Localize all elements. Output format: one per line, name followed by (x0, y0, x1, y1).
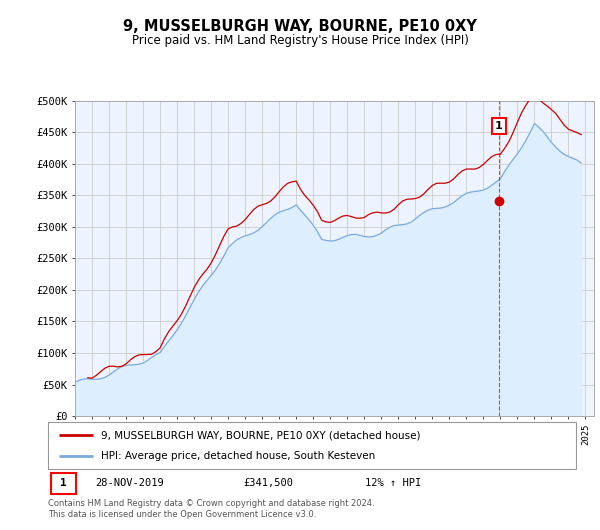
Text: 12% ↑ HPI: 12% ↑ HPI (365, 479, 421, 488)
Bar (50, 473, 76, 494)
Text: HPI: Average price, detached house, South Kesteven: HPI: Average price, detached house, Sout… (101, 452, 375, 462)
Text: Contains HM Land Registry data © Crown copyright and database right 2024.
This d: Contains HM Land Registry data © Crown c… (48, 499, 374, 519)
Text: 9, MUSSELBURGH WAY, BOURNE, PE10 0XY (detached house): 9, MUSSELBURGH WAY, BOURNE, PE10 0XY (de… (101, 430, 420, 440)
Text: 1: 1 (60, 479, 67, 488)
Text: Price paid vs. HM Land Registry's House Price Index (HPI): Price paid vs. HM Land Registry's House … (131, 34, 469, 48)
Text: 28-NOV-2019: 28-NOV-2019 (95, 479, 164, 488)
Text: 9, MUSSELBURGH WAY, BOURNE, PE10 0XY: 9, MUSSELBURGH WAY, BOURNE, PE10 0XY (123, 19, 477, 33)
Text: 1: 1 (495, 121, 503, 131)
Text: £341,500: £341,500 (244, 479, 293, 488)
